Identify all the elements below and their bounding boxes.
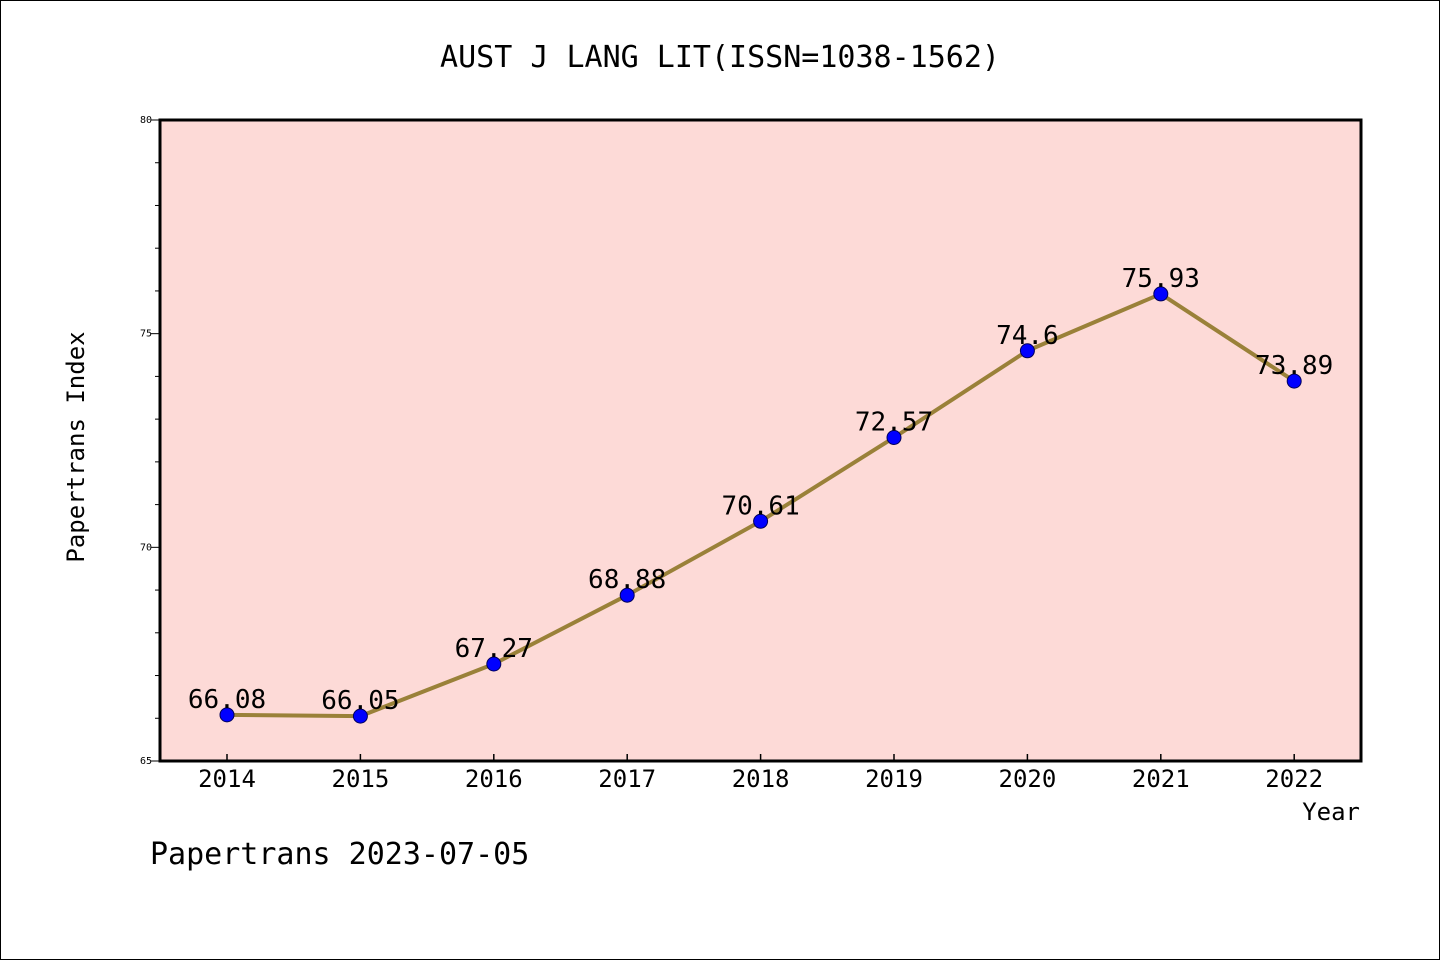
x-axis-label: Year	[1302, 798, 1360, 826]
y-axis-label: Papertrans Index	[62, 331, 90, 562]
y-tick-label: 65	[140, 756, 152, 767]
data-label: 74.6	[996, 321, 1059, 351]
data-point	[619, 587, 635, 603]
data-label: 66.08	[188, 685, 266, 715]
data-label: 66.05	[321, 686, 399, 716]
x-tick-label: 2022	[1265, 765, 1323, 793]
data-point	[753, 513, 769, 529]
plot-area	[160, 120, 1361, 761]
y-tick-label: 75	[140, 329, 152, 340]
data-point	[886, 430, 902, 446]
chart-title: AUST J LANG LIT(ISSN=1038-1562)	[440, 40, 1000, 75]
x-tick-label: 2014	[198, 765, 256, 793]
data-point	[1286, 373, 1302, 389]
y-tick-label: 70	[140, 542, 152, 553]
y-tick-label: 80	[140, 115, 152, 126]
x-tick-label: 2017	[598, 765, 656, 793]
data-point	[1153, 286, 1169, 302]
y-axis: 65 70 75 80	[140, 115, 160, 767]
data-point	[1019, 343, 1035, 359]
x-tick-label: 2020	[999, 765, 1057, 793]
footer-watermark: Papertrans 2023-07-05	[150, 837, 529, 872]
data-label: 72.57	[855, 408, 933, 438]
data-point	[352, 708, 368, 724]
x-tick-label: 2021	[1132, 765, 1190, 793]
series-group: 66.08 66.05 67.27 68.88 70.61 72.57 74.6 75.93 7…	[188, 264, 1333, 724]
plot-border	[158, 118, 1363, 763]
data-point	[486, 656, 502, 672]
x-tick-label: 2016	[465, 765, 523, 793]
data-label: 68.88	[588, 565, 666, 595]
x-axis: 2014 2015 2016 2017 2018 2019 2020 2021 2022	[198, 754, 1323, 793]
x-tick-label: 2015	[332, 765, 390, 793]
x-tick-label: 2018	[732, 765, 790, 793]
data-point	[219, 707, 235, 723]
data-label: 70.61	[721, 491, 799, 521]
data-label: 75.93	[1122, 264, 1200, 294]
data-label: 73.89	[1255, 351, 1333, 381]
x-tick-label: 2019	[865, 765, 923, 793]
data-label: 67.27	[455, 634, 533, 664]
